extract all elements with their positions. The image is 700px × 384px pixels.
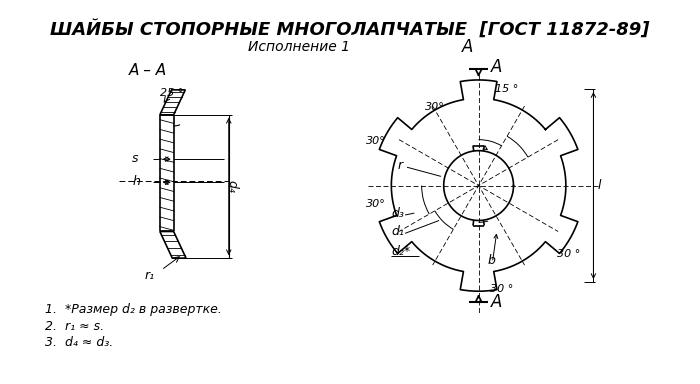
Text: А: А (491, 293, 502, 311)
Text: 30°: 30° (365, 136, 386, 146)
Text: s: s (132, 152, 139, 165)
Text: 30 °: 30 ° (556, 250, 580, 260)
Text: l: l (597, 179, 601, 192)
Text: b: b (488, 254, 496, 267)
Text: d₂*: d₂* (391, 245, 410, 258)
Text: А – А: А – А (129, 63, 167, 78)
Text: 30 °: 30 ° (489, 285, 513, 295)
Text: А: А (462, 38, 473, 56)
Text: 25 °: 25 ° (160, 88, 183, 98)
Text: 1.  *Размер d₂ в развертке.: 1. *Размер d₂ в развертке. (45, 303, 222, 316)
Text: 3.  d₄ ≈ d₃.: 3. d₄ ≈ d₃. (45, 336, 113, 349)
Text: 30°: 30° (426, 103, 445, 113)
Text: d₄: d₄ (225, 180, 238, 193)
Text: 2.  r₁ ≈ s.: 2. r₁ ≈ s. (45, 319, 104, 333)
Text: 15 °: 15 ° (495, 84, 519, 94)
Text: А: А (491, 58, 502, 76)
Text: ШАЙБЫ СТОПОРНЫЕ МНОГОЛАПЧАТЫЕ  [ГОСТ 11872-89]: ШАЙБЫ СТОПОРНЫЕ МНОГОЛАПЧАТЫЕ [ГОСТ 1187… (50, 20, 650, 39)
Text: d₁: d₁ (391, 225, 404, 238)
Text: r: r (398, 159, 403, 172)
Text: d₃: d₃ (391, 207, 404, 220)
Text: 30°: 30° (365, 199, 386, 209)
Text: h: h (132, 175, 140, 188)
Text: Исполнение 1: Исполнение 1 (248, 40, 351, 54)
Text: r₁: r₁ (145, 269, 155, 282)
